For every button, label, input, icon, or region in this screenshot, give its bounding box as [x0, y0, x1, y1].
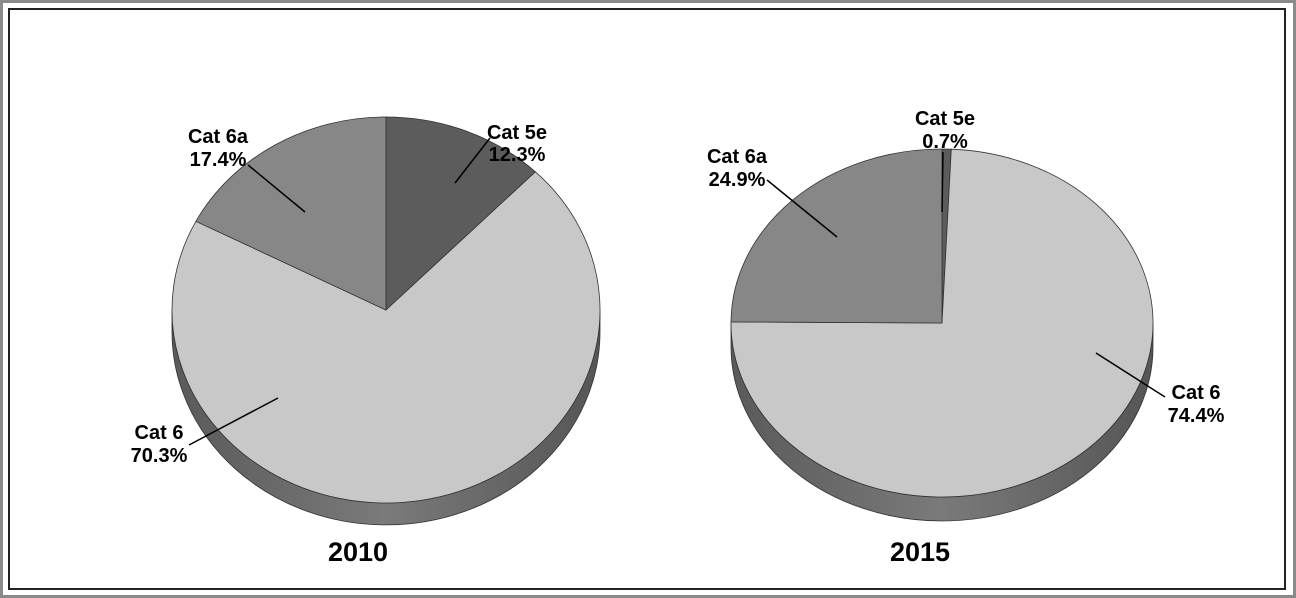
- pie-2015-label-cat-5e: Cat 5e: [915, 108, 975, 130]
- pie-2010-label-cat-5e: Cat 5e: [487, 122, 547, 144]
- pie-2010-label-cat-6a: Cat 6a: [188, 126, 249, 148]
- pie-2010-slice-cat-5e: [385, 116, 537, 311]
- pie-2010: Cat 5e 12.3% Cat 6 70.3% Cat 6a 17.4% 20…: [131, 116, 601, 567]
- pie-2010-leader-cat-6: [188, 397, 279, 446]
- pie-2015-label-cat-6a: Cat 6a: [707, 146, 768, 168]
- pie-2015-leader-cat-5e: [941, 151, 944, 213]
- pie-2015-leader-cat-6a: [766, 179, 838, 238]
- pie-2010-label-cat-6: Cat 6: [135, 422, 184, 444]
- pie-2010-value-cat-6: 70.3%: [131, 445, 188, 467]
- pie-2010-value-cat-6a: 17.4%: [190, 149, 247, 171]
- pie-2010-value-cat-5e: 12.3%: [489, 144, 546, 166]
- pie-2010-leader-cat-5e: [454, 137, 491, 184]
- pie-2015-label-cat-6: Cat 6: [1172, 382, 1221, 404]
- pie-2015-leader-cat-6: [1095, 352, 1166, 398]
- pie-2015-value-cat-5e: 0.7%: [922, 131, 968, 153]
- pie-2015-value-cat-6a: 24.9%: [709, 169, 766, 191]
- pie-2010-slice-cat-6a: [195, 116, 387, 311]
- pie-2015-value-cat-6: 74.4%: [1168, 405, 1225, 427]
- pie-2010-title: 2010: [328, 537, 388, 567]
- pie-2010-leader-cat-6a: [247, 164, 306, 213]
- pie-2015: Cat 5e 0.7% Cat 6 74.4% Cat 6a 24.9% 201…: [707, 108, 1225, 567]
- pie-2015-title: 2015: [890, 537, 950, 567]
- pie-2010-slice-cat-6: [171, 171, 601, 504]
